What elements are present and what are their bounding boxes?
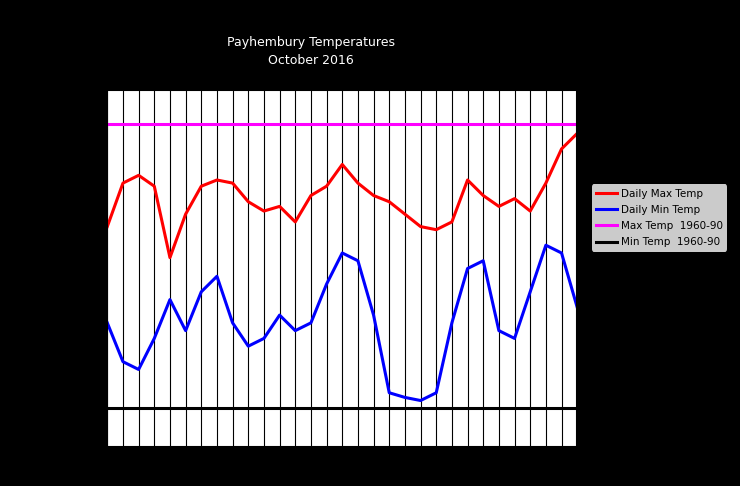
Daily Max Temp — [463, 177, 472, 183]
Daily Min Temp — [432, 390, 441, 396]
Daily Max Temp — [306, 192, 315, 198]
Daily Min Temp — [228, 320, 237, 326]
Daily Min Temp — [212, 273, 221, 279]
Daily Min Temp — [416, 398, 425, 403]
Daily Min Temp — [337, 250, 346, 256]
Legend: Daily Max Temp, Daily Min Temp, Max Temp  1960-90, Min Temp  1960-90: Daily Max Temp, Daily Min Temp, Max Temp… — [592, 184, 727, 251]
Daily Max Temp — [197, 183, 206, 189]
Daily Min Temp — [197, 289, 206, 295]
Min Temp  1960-90 — [87, 405, 96, 411]
Daily Min Temp — [275, 312, 284, 318]
Daily Max Temp — [212, 177, 221, 183]
Daily Max Temp — [526, 208, 535, 214]
Daily Max Temp — [369, 192, 378, 198]
Max Temp  1960-90 — [103, 121, 112, 127]
Daily Max Temp — [260, 208, 269, 214]
Daily Max Temp — [103, 224, 112, 229]
Daily Max Temp — [479, 192, 488, 198]
Daily Max Temp — [275, 204, 284, 209]
Daily Max Temp — [494, 204, 503, 209]
Daily Min Temp — [244, 343, 253, 349]
Daily Min Temp — [369, 312, 378, 318]
Daily Min Temp — [166, 296, 175, 302]
Daily Min Temp — [149, 335, 158, 341]
Daily Min Temp — [479, 258, 488, 264]
Daily Max Temp — [244, 199, 253, 205]
Daily Max Temp — [228, 180, 237, 186]
Daily Min Temp — [291, 328, 300, 333]
Min Temp  1960-90 — [103, 405, 112, 411]
Daily Min Temp — [181, 328, 190, 333]
Daily Min Temp — [463, 265, 472, 271]
Daily Min Temp — [448, 320, 457, 326]
Daily Max Temp — [557, 146, 566, 152]
Daily Max Temp — [181, 211, 190, 217]
Daily Min Temp — [103, 320, 112, 326]
Daily Min Temp — [354, 258, 363, 264]
Daily Min Temp — [510, 335, 519, 341]
Daily Max Temp — [432, 227, 441, 233]
Daily Min Temp — [306, 320, 315, 326]
Daily Max Temp — [573, 130, 582, 136]
Daily Min Temp — [542, 243, 551, 248]
Daily Max Temp — [291, 219, 300, 225]
Daily Max Temp — [166, 255, 175, 260]
Daily Max Temp — [354, 180, 363, 186]
Daily Min Temp — [118, 359, 127, 364]
Daily Max Temp — [542, 180, 551, 186]
Daily Max Temp — [416, 224, 425, 229]
Daily Min Temp — [400, 395, 409, 400]
Daily Max Temp — [448, 219, 457, 225]
Line: Daily Min Temp: Daily Min Temp — [107, 245, 577, 400]
Daily Max Temp — [118, 180, 127, 186]
Daily Min Temp — [134, 366, 143, 372]
Text: Payhembury Temperatures
October 2016: Payhembury Temperatures October 2016 — [226, 35, 395, 67]
Daily Min Temp — [385, 390, 394, 396]
Daily Min Temp — [557, 250, 566, 256]
Daily Max Temp — [510, 196, 519, 202]
Daily Min Temp — [526, 289, 535, 295]
Daily Min Temp — [260, 335, 269, 341]
Daily Min Temp — [573, 304, 582, 310]
Daily Max Temp — [400, 211, 409, 217]
Daily Max Temp — [322, 183, 331, 189]
Max Temp  1960-90 — [87, 121, 96, 127]
Daily Min Temp — [494, 328, 503, 333]
Daily Max Temp — [385, 199, 394, 205]
Line: Daily Max Temp: Daily Max Temp — [107, 133, 577, 258]
Daily Max Temp — [337, 161, 346, 167]
Daily Max Temp — [134, 173, 143, 178]
Daily Max Temp — [149, 183, 158, 189]
Daily Min Temp — [322, 281, 331, 287]
